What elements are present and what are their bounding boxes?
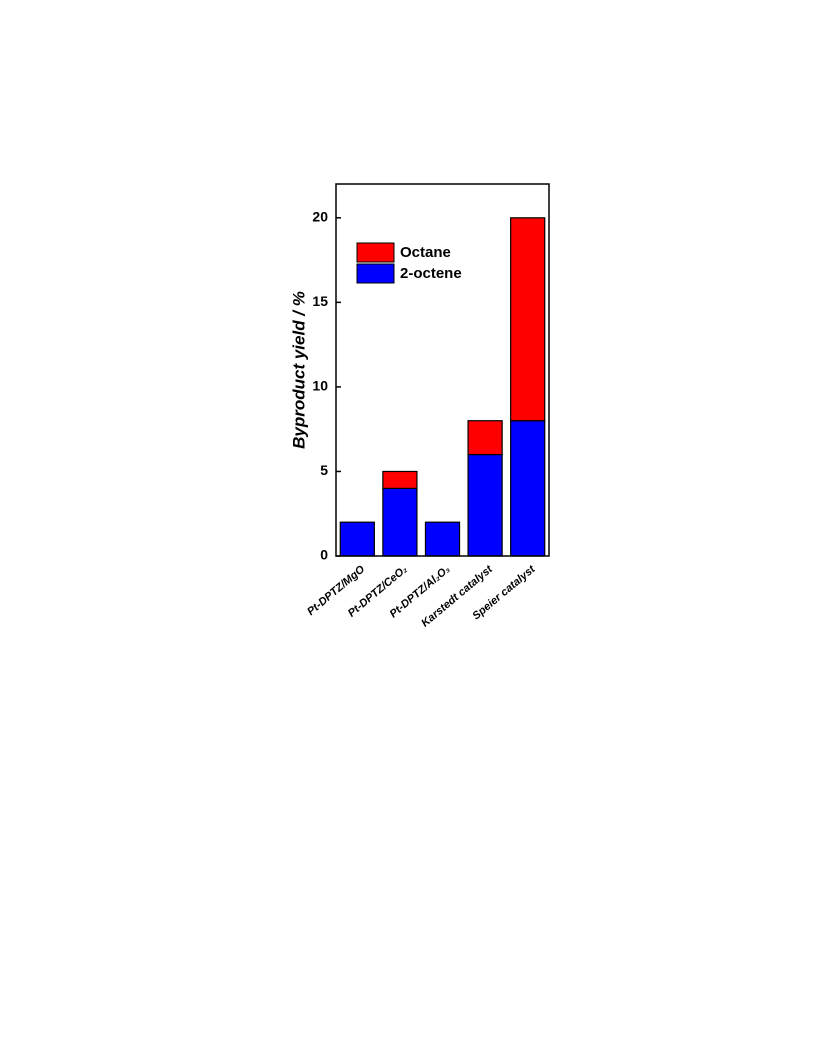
legend-swatch [356,242,395,263]
bar [510,420,546,557]
x-tick-label: Karstedt catalyst [419,562,496,629]
bar [382,470,418,489]
bar [339,521,375,557]
legend-label: 2-octene [400,265,462,282]
bar [424,521,461,557]
y-tick-label: 15 [312,293,328,309]
legend-label: Octane [400,244,451,261]
bar [382,487,418,557]
y-tick-label: 20 [312,209,328,225]
bar [467,453,503,557]
legend-swatch [356,263,395,284]
y-tick-label: 0 [320,547,328,563]
plot-frame [335,183,550,557]
y-tick-label: 5 [320,462,328,478]
y-tick-label: 10 [312,378,328,394]
bar [467,420,503,456]
bar [510,217,546,422]
y-axis-label: Byproduct yield / % [289,291,308,449]
